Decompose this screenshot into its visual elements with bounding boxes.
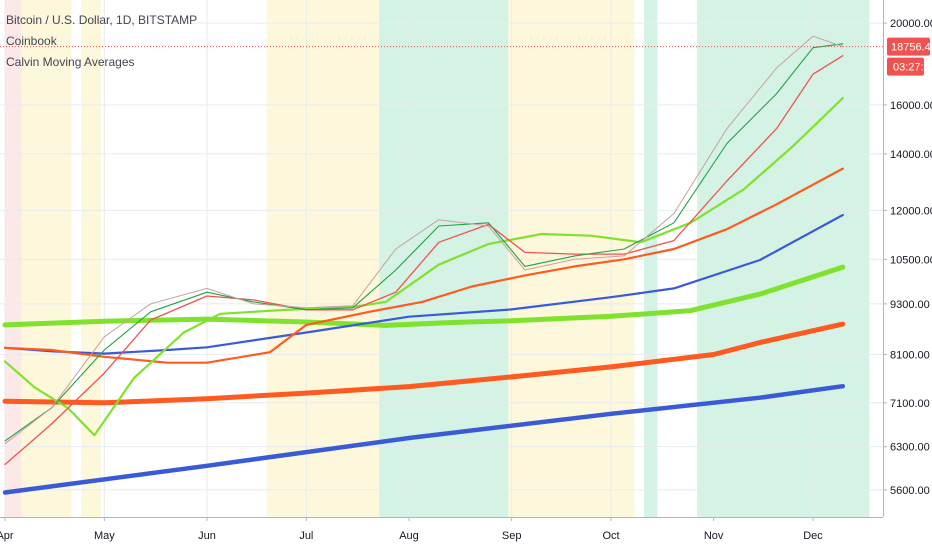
background-band: [266, 0, 380, 517]
last-price-badge: 18756.45: [887, 37, 932, 56]
indicator-coinbook[interactable]: Coinbook: [6, 34, 57, 48]
axis-lines: [0, 0, 884, 518]
x-tick-label: Jun: [198, 530, 216, 542]
moving-average-line: [4, 43, 844, 442]
indicator-calvin-moving-averages[interactable]: Calvin Moving Averages: [6, 55, 135, 69]
x-tick-label: May: [94, 530, 115, 542]
x-tick-label: Nov: [704, 530, 724, 542]
countdown-badge: 03:27:44: [887, 57, 932, 76]
moving-average-line: [4, 55, 844, 466]
x-axis: Apr May Jun Jul Aug Sep Oct Nov Dec: [0, 517, 823, 542]
y-tick-label: 10500.00: [890, 254, 932, 266]
moving-average-line: [3, 213, 844, 355]
symbol-title[interactable]: Bitcoin / U.S. Dollar, 1D, BITSTAMP: [6, 13, 198, 27]
background-band: [508, 0, 635, 517]
y-tick-label: 8100.00: [890, 349, 930, 361]
y-tick-label: 9300.00: [890, 299, 930, 311]
chart-legend: Bitcoin / U.S. Dollar, 1D, BITSTAMP Coin…: [6, 10, 197, 73]
x-tick-label: Apr: [0, 530, 14, 542]
background-band: [697, 0, 870, 517]
y-tick-label: 16000.00: [890, 100, 932, 112]
moving-average-line: [2, 264, 846, 328]
y-tick-label: 14000.00: [890, 149, 932, 161]
countdown-box: [887, 57, 924, 76]
y-tick-label: 5600.00: [890, 485, 930, 497]
moving-average-line: [2, 321, 846, 406]
last-price-box: [887, 37, 930, 56]
background-band: [644, 0, 658, 517]
series-layer: [2, 35, 846, 495]
moving-average-line: [2, 383, 846, 495]
background-band: [21, 0, 72, 517]
y-tick-label: 7100.00: [890, 398, 930, 410]
y-tick-label: 20000.00: [890, 18, 932, 30]
x-tick-label: Jul: [299, 530, 313, 542]
background-bands: [5, 0, 870, 517]
y-tick-label: 6300.00: [890, 442, 930, 454]
moving-average-line: [3, 167, 844, 364]
background-band: [81, 0, 102, 517]
moving-average-line: [4, 35, 844, 445]
x-tick-label: Oct: [602, 530, 619, 542]
background-band: [5, 0, 22, 517]
x-tick-label: Sep: [502, 530, 522, 542]
countdown-label: 03:27:44: [893, 62, 932, 74]
grid-lines: [0, 0, 883, 517]
y-axis: 5600.00 6300.00 7100.00 8100.00 9300.00 10500…: [883, 18, 932, 497]
x-tick-label: Dec: [803, 530, 823, 542]
last-price-label: 18756.45: [891, 42, 932, 54]
y-tick-label: 12000.00: [890, 205, 932, 217]
x-tick-label: Aug: [399, 530, 419, 542]
